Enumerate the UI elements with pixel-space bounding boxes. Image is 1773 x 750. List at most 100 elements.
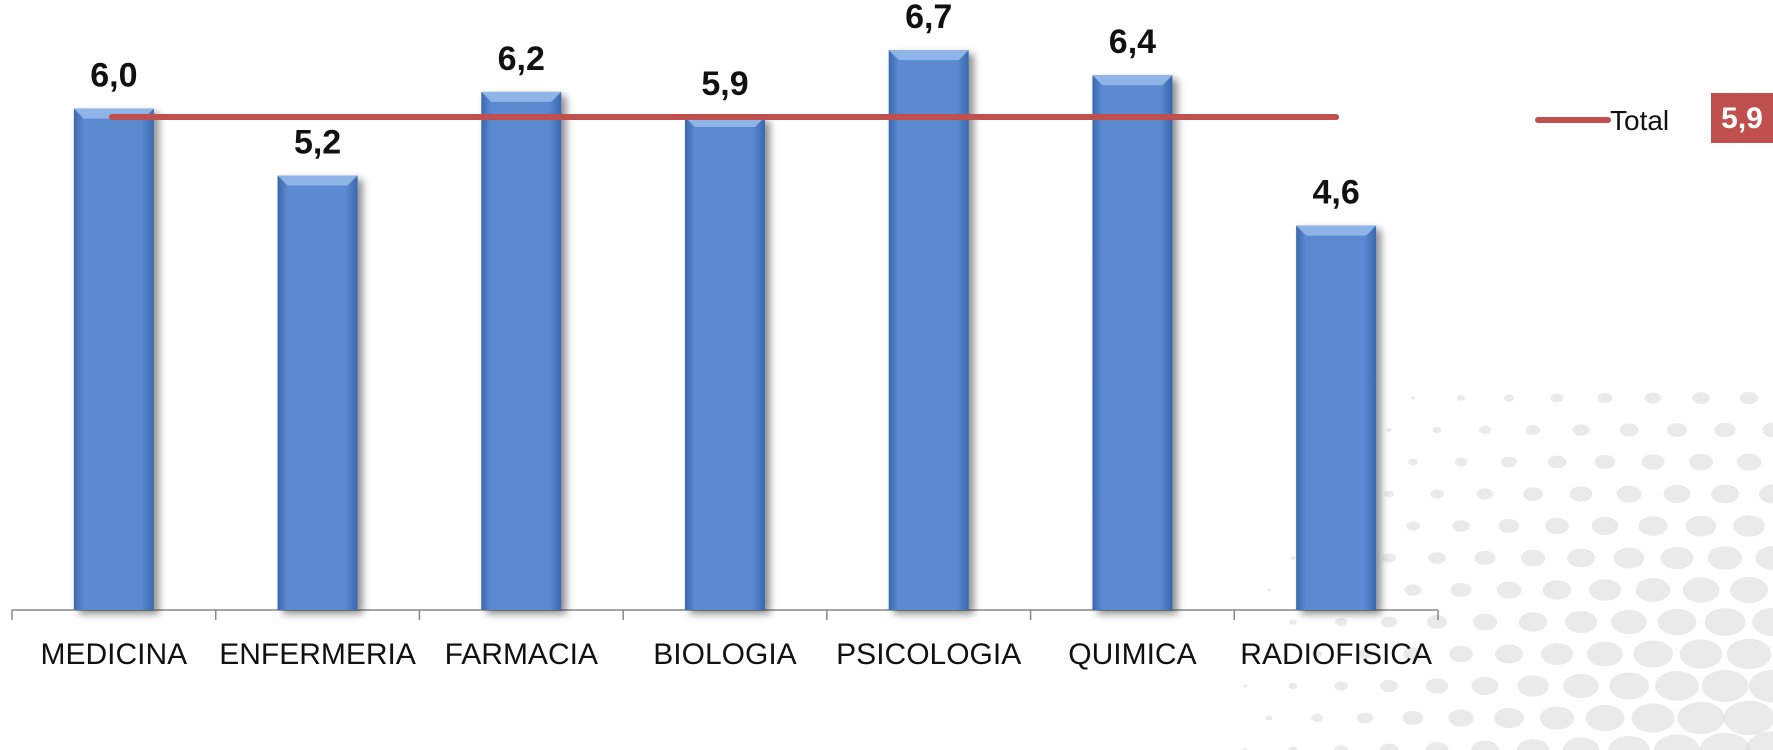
category-label: PSICOLOGIA xyxy=(836,638,1021,671)
background-dot xyxy=(1454,457,1468,467)
background-dot xyxy=(1333,745,1349,750)
background-dot xyxy=(1516,739,1550,750)
background-dot xyxy=(1472,613,1498,631)
background-dot xyxy=(1452,520,1470,532)
background-dot xyxy=(1408,458,1418,466)
bar-body xyxy=(1296,225,1377,610)
background-dot xyxy=(1660,546,1694,570)
background-dot xyxy=(1619,423,1639,437)
background-dot xyxy=(1517,675,1549,697)
background-dot xyxy=(1701,670,1749,702)
background-dot xyxy=(1657,608,1697,636)
background-dot xyxy=(1688,453,1714,471)
bar-body xyxy=(1092,75,1173,610)
background-dot xyxy=(1572,424,1590,436)
bar-body xyxy=(277,175,358,611)
category-label: FARMACIA xyxy=(445,638,598,671)
background-dot xyxy=(1288,746,1298,750)
bars xyxy=(73,50,1377,611)
background-dot xyxy=(1545,517,1569,535)
background-dot xyxy=(1265,715,1273,721)
background-dot xyxy=(1589,579,1621,601)
bar-medicina xyxy=(73,108,154,611)
background-dot xyxy=(1685,515,1717,537)
background-dot xyxy=(1406,521,1420,531)
background-dot xyxy=(1379,679,1399,693)
background-dot xyxy=(1567,548,1595,568)
value-label: 5,9 xyxy=(701,65,748,103)
value-label: 6,7 xyxy=(905,0,952,36)
background-dot xyxy=(1542,580,1572,600)
background-dot xyxy=(1457,395,1465,401)
x-axis xyxy=(11,609,1439,620)
background-dot xyxy=(1403,647,1423,661)
background-dot xyxy=(1266,588,1272,592)
background-dot xyxy=(1265,651,1273,657)
bar-top-bevel xyxy=(277,175,358,186)
background-dot xyxy=(1758,484,1773,504)
background-dot xyxy=(1585,704,1625,732)
background-dot xyxy=(1631,703,1675,733)
background-dot xyxy=(1471,740,1499,750)
background-dot xyxy=(1736,453,1762,471)
legend-total-label: Total xyxy=(1610,105,1669,136)
background-dot xyxy=(1666,423,1688,437)
category-label: BIOLOGIA xyxy=(653,638,796,671)
background-dot xyxy=(1755,546,1773,570)
background-dot xyxy=(1430,489,1444,499)
bar-radiofisica xyxy=(1296,225,1377,610)
background-dot xyxy=(1476,488,1494,500)
bar-body xyxy=(481,91,562,611)
background-dot xyxy=(1386,428,1392,432)
background-dot xyxy=(1539,706,1575,730)
background-dot xyxy=(1428,552,1446,564)
background-dot xyxy=(1591,516,1619,536)
background-dot xyxy=(1569,486,1593,502)
background-dot xyxy=(1503,394,1515,402)
background-dot xyxy=(1471,676,1499,696)
background-dot xyxy=(1404,584,1422,596)
bar-farmacia xyxy=(481,91,562,611)
category-label: ENFERMERIA xyxy=(219,638,416,671)
background-dot xyxy=(1547,455,1567,469)
value-label: 4,6 xyxy=(1313,174,1360,212)
total-value-badge xyxy=(1711,92,1773,143)
background-dot xyxy=(1641,454,1665,470)
background-dot xyxy=(1729,577,1769,603)
background-dot xyxy=(1550,393,1564,403)
bar-body xyxy=(73,108,154,611)
value-label: 6,4 xyxy=(1109,23,1156,61)
background-dot xyxy=(1523,487,1543,501)
background-dot xyxy=(1752,607,1773,637)
background-dot xyxy=(1356,712,1374,724)
background-dot xyxy=(1677,701,1725,735)
background-dot xyxy=(1357,648,1373,660)
background-dot xyxy=(1733,515,1765,537)
bar-body xyxy=(685,116,765,610)
bar-enfermeria xyxy=(277,175,358,611)
background-dot xyxy=(1382,553,1396,563)
background-dot xyxy=(1334,681,1348,691)
background-dot xyxy=(1242,684,1248,688)
background-dot xyxy=(1290,556,1296,560)
background-dot xyxy=(1748,669,1773,703)
category-label: QUIMICA xyxy=(1068,638,1196,671)
background-dot xyxy=(1380,616,1398,628)
background-dot xyxy=(1425,678,1449,694)
background-dot xyxy=(1663,484,1691,504)
category-label: RADIOFISICA xyxy=(1240,638,1432,671)
bar-top-bevel xyxy=(888,50,969,61)
background-dot xyxy=(1609,672,1649,700)
total-value-label: 5,9 xyxy=(1721,102,1763,135)
background-dot xyxy=(1449,645,1473,663)
category-label: MEDICINA xyxy=(41,638,188,671)
background-dot xyxy=(1692,391,1710,405)
bar-top-bevel xyxy=(1092,75,1173,86)
background-dot xyxy=(1644,392,1662,404)
background-dot xyxy=(1608,735,1650,750)
background-dot xyxy=(1494,644,1524,664)
background-dot xyxy=(1474,550,1496,566)
background-dot xyxy=(1288,682,1298,690)
background-dot xyxy=(1726,638,1772,670)
